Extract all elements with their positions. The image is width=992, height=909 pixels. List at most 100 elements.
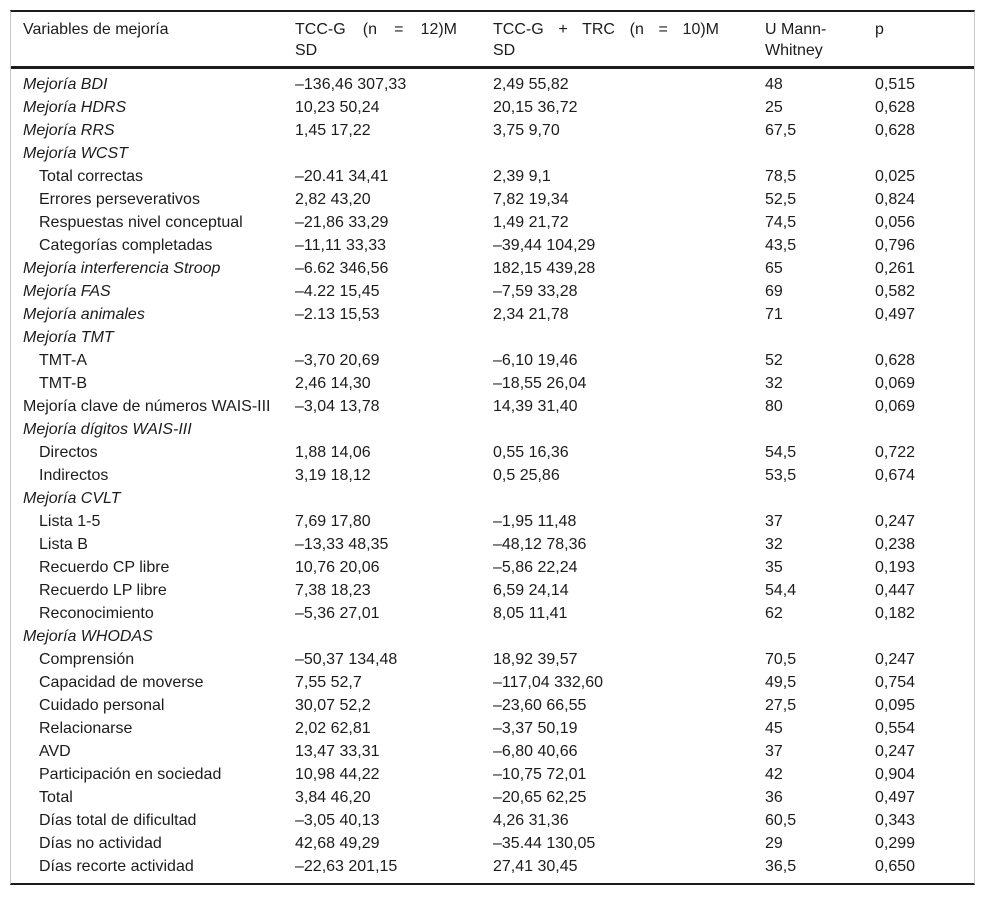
table-row: Errores perseverativos 2,82 43,20 7,82 19,… bbox=[11, 188, 974, 211]
table-row: TMT-B 2,46 14,30 –18,55 26,04 32 0,069 bbox=[11, 372, 974, 395]
table-header: Variables de mejoría TCC-G (n = 12)M SD … bbox=[11, 12, 974, 69]
u-mann-whitney-cell: 78,5 bbox=[765, 168, 797, 185]
table-row: Mejoría BDI –136,46 307,33 2,49 55,82 48 0,5… bbox=[11, 68, 974, 97]
p-cell: 0,754 bbox=[875, 674, 916, 691]
tccg-trc-cell bbox=[493, 326, 765, 349]
variable-cell: Comprensión bbox=[39, 651, 135, 668]
table-row: Mejoría animales –2.13 15,53 2,34 21,78 71 0… bbox=[11, 303, 974, 326]
u-mann-whitney-cell: 65 bbox=[765, 260, 783, 277]
tccg-cell: –136,46 307,33 bbox=[295, 76, 407, 93]
variable-cell: Lista 1-5 bbox=[39, 513, 101, 530]
tccg-trc-cell: 3,75 9,70 bbox=[493, 122, 560, 139]
variable-cell: Mejoría TMT bbox=[23, 329, 114, 346]
table-row: Directos 1,88 14,06 0,55 16,36 54,5 0,722 bbox=[11, 441, 974, 464]
tccg-trc-cell bbox=[493, 487, 765, 510]
u-mann-whitney-cell bbox=[765, 326, 875, 349]
p-cell: 0,261 bbox=[875, 260, 916, 277]
p-cell: 0,447 bbox=[875, 582, 916, 599]
variable-cell: Mejoría clave de números WAIS-III bbox=[23, 398, 271, 415]
variable-cell: Días recorte actividad bbox=[39, 858, 194, 875]
tccg-trc-cell: 4,26 31,36 bbox=[493, 812, 569, 829]
u-mann-whitney-cell: 32 bbox=[765, 536, 783, 553]
tccg-trc-cell: –48,12 78,36 bbox=[493, 536, 587, 553]
variable-cell: Mejoría BDI bbox=[23, 76, 108, 93]
table-row: Mejoría interferencia Stroop –6.62 346,56… bbox=[11, 257, 974, 280]
p-cell: 0,247 bbox=[875, 513, 916, 530]
tccg-cell: –3,70 20,69 bbox=[295, 352, 380, 369]
table-row: Relacionarse 2,02 62,81 –3,37 50,19 45 0,554 bbox=[11, 717, 974, 740]
tccg-cell: –5,36 27,01 bbox=[295, 605, 380, 622]
tccg-trc-cell: 18,92 39,57 bbox=[493, 651, 578, 668]
u-mann-whitney-cell: 36 bbox=[765, 789, 783, 806]
header-u-line1: U Mann- bbox=[765, 21, 827, 38]
table-row: Reconocimiento –5,36 27,01 8,05 11,41 62 0,1… bbox=[11, 602, 974, 625]
p-cell bbox=[875, 326, 974, 349]
p-cell: 0,554 bbox=[875, 720, 916, 737]
p-cell: 0,095 bbox=[875, 697, 916, 714]
u-mann-whitney-cell: 70,5 bbox=[765, 651, 797, 668]
variable-cell: Días total de dificultad bbox=[39, 812, 197, 829]
u-mann-whitney-cell: 29 bbox=[765, 835, 783, 852]
tccg-cell: 10,76 20,06 bbox=[295, 559, 380, 576]
table-row: Respuestas nivel conceptual –21,86 33,29 1… bbox=[11, 211, 974, 234]
tccg-trc-cell: –7,59 33,28 bbox=[493, 283, 578, 300]
header-tccg-line2: SD bbox=[295, 42, 318, 59]
variable-cell: Total bbox=[39, 789, 73, 806]
p-cell: 0,722 bbox=[875, 444, 916, 461]
table-row: Mejoría WHODAS bbox=[11, 625, 974, 648]
tccg-cell: 3,84 46,20 bbox=[295, 789, 371, 806]
header-p-label: p bbox=[875, 21, 884, 38]
tccg-trc-cell: –5,86 22,24 bbox=[493, 559, 578, 576]
tccg-cell: –2.13 15,53 bbox=[295, 306, 380, 323]
u-mann-whitney-cell: 37 bbox=[765, 513, 783, 530]
variable-cell: Indirectos bbox=[39, 467, 109, 484]
tccg-trc-cell: 6,59 24,14 bbox=[493, 582, 569, 599]
table-row: Capacidad de moverse 7,55 52,7 –117,04 332… bbox=[11, 671, 974, 694]
u-mann-whitney-cell: 45 bbox=[765, 720, 783, 737]
variable-cell: Total correctas bbox=[39, 168, 144, 185]
u-mann-whitney-cell: 52 bbox=[765, 352, 783, 369]
tccg-cell: 7,69 17,80 bbox=[295, 513, 371, 530]
tccg-cell: –22,63 201,15 bbox=[295, 858, 398, 875]
header-tccg-trc-line1: TCC-G + TRC (n = 10)M bbox=[493, 21, 719, 38]
table-row: Comprensión –50,37 134,48 18,92 39,57 70,5 0… bbox=[11, 648, 974, 671]
statistics-table-container: Variables de mejoría TCC-G (n = 12)M SD … bbox=[10, 10, 975, 885]
tccg-trc-cell: –10,75 72,01 bbox=[493, 766, 587, 783]
variable-cell: Mejoría CVLT bbox=[23, 490, 121, 507]
tccg-cell: –3,04 13,78 bbox=[295, 398, 380, 415]
u-mann-whitney-cell bbox=[765, 487, 875, 510]
variable-cell: Categorías completadas bbox=[39, 237, 213, 254]
variable-cell: Días no actividad bbox=[39, 835, 162, 852]
p-cell: 0,650 bbox=[875, 858, 916, 875]
tccg-cell: –20.41 34,41 bbox=[295, 168, 389, 185]
u-mann-whitney-cell: 27,5 bbox=[765, 697, 797, 714]
header-row: Variables de mejoría TCC-G (n = 12)M SD … bbox=[11, 12, 974, 69]
tccg-cell: 2,46 14,30 bbox=[295, 375, 371, 392]
tccg-cell: 7,55 52,7 bbox=[295, 674, 362, 691]
p-cell: 0,904 bbox=[875, 766, 916, 783]
tccg-cell: 1,88 14,06 bbox=[295, 444, 371, 461]
tccg-cell: –50,37 134,48 bbox=[295, 651, 398, 668]
u-mann-whitney-cell: 53,5 bbox=[765, 467, 797, 484]
u-mann-whitney-cell: 69 bbox=[765, 283, 783, 300]
p-cell bbox=[875, 625, 974, 648]
p-cell: 0,497 bbox=[875, 306, 916, 323]
header-variables: Variables de mejoría bbox=[11, 12, 295, 69]
p-cell: 0,796 bbox=[875, 237, 916, 254]
tccg-trc-cell: 182,15 439,28 bbox=[493, 260, 596, 277]
table-row: Días total de dificultad –3,05 40,13 4,26 … bbox=[11, 809, 974, 832]
tccg-cell: –3,05 40,13 bbox=[295, 812, 380, 829]
header-tccg-trc-line2: SD bbox=[493, 42, 516, 59]
variable-cell: Mejoría interferencia Stroop bbox=[23, 260, 221, 277]
p-cell: 0,824 bbox=[875, 191, 916, 208]
table-row: TMT-A –3,70 20,69 –6,10 19,46 52 0,628 bbox=[11, 349, 974, 372]
tccg-cell: 2,82 43,20 bbox=[295, 191, 371, 208]
variable-cell: Mejoría WCST bbox=[23, 145, 128, 162]
p-cell bbox=[875, 142, 974, 165]
table-row: Mejoría dígitos WAIS-III bbox=[11, 418, 974, 441]
variable-cell: AVD bbox=[39, 743, 71, 760]
tccg-cell bbox=[295, 487, 493, 510]
u-mann-whitney-cell bbox=[765, 625, 875, 648]
tccg-cell: –13,33 48,35 bbox=[295, 536, 389, 553]
p-cell bbox=[875, 418, 974, 441]
